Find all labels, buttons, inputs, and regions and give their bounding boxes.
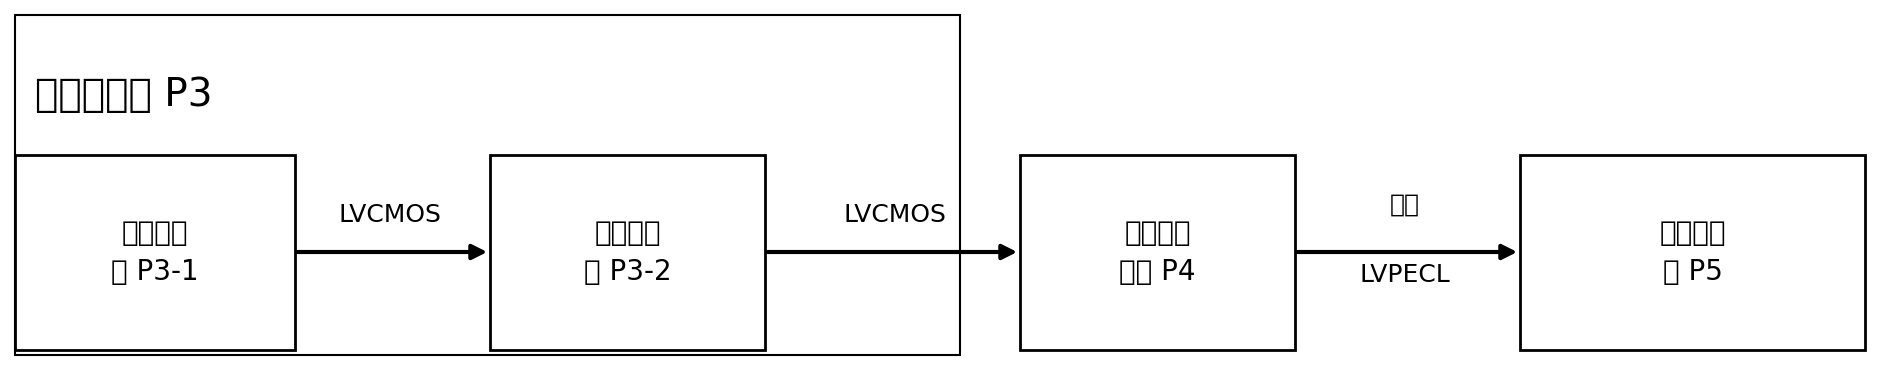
Text: LVCMOS: LVCMOS bbox=[844, 203, 946, 227]
Text: LVPECL: LVPECL bbox=[1359, 263, 1449, 287]
Text: 电平转换
单元 P4: 电平转换 单元 P4 bbox=[1119, 219, 1196, 286]
Bar bbox=[15, 15, 961, 355]
Text: 粗延时单
元 P3-1: 粗延时单 元 P3-1 bbox=[111, 219, 199, 286]
Text: 差分: 差分 bbox=[1389, 193, 1419, 217]
Bar bbox=[491, 155, 765, 350]
Text: 粗延时单元 P3: 粗延时单元 P3 bbox=[36, 76, 212, 114]
Bar bbox=[15, 155, 295, 350]
Text: 粗延时单
元 P3-2: 粗延时单 元 P3-2 bbox=[583, 219, 671, 286]
Bar bbox=[1021, 155, 1295, 350]
Text: 细延时单
元 P5: 细延时单 元 P5 bbox=[1660, 219, 1726, 286]
Text: LVCMOS: LVCMOS bbox=[338, 203, 442, 227]
Bar bbox=[1521, 155, 1865, 350]
